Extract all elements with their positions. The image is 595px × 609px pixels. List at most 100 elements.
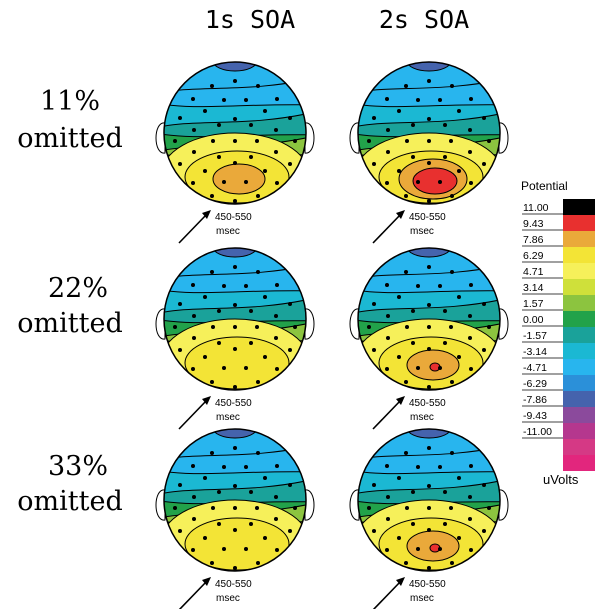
electrode [372,483,376,487]
electrode [468,150,472,154]
electrode [397,536,401,540]
row-label-22: 22% omitted [17,273,122,339]
arrow-shaft [372,399,402,430]
head-outline [163,428,307,572]
electrode [244,547,248,551]
electrode [256,84,260,88]
negative-cap [212,62,258,72]
electrode [416,465,420,469]
electrode [233,139,237,143]
electrode [457,109,461,113]
negative-cap [406,429,452,439]
electrode [469,97,473,101]
electrode [372,116,376,120]
electrode [385,464,389,468]
row-label-omitted: omitted [17,308,122,339]
electrode [427,265,431,269]
electrode [385,548,389,552]
electrode [249,155,253,159]
electrode [469,464,473,468]
electrode [233,506,237,510]
electrode [367,325,371,329]
arrow-shaft [178,399,208,430]
electrode [457,295,461,299]
legend-tick-label: -9.43 [523,410,547,422]
electrode [233,484,237,488]
electrode [449,506,453,510]
electrode [386,128,390,132]
electrode [482,348,486,352]
electrode [427,385,431,389]
electrode [274,314,278,318]
electrode [385,283,389,287]
right-ear [498,122,509,154]
electrode [233,79,237,83]
electrode [469,283,473,287]
positive-contour [184,336,290,390]
electrode [191,548,195,552]
electrode [263,476,267,480]
electrode [468,128,472,132]
electrode [427,506,431,510]
electrode [191,367,195,371]
electrode [263,109,267,113]
electrode [404,380,408,384]
electrode [210,84,214,88]
electrode [192,128,196,132]
legend-tick-label: 9.43 [523,218,544,230]
legend-swatch [563,247,595,263]
electrode [210,380,214,384]
legend-swatch [563,199,595,215]
electrode [397,355,401,359]
legend-swatch [563,455,595,471]
legend-swatch [563,311,595,327]
electrode [178,529,182,533]
head-map: 450-550 msec [349,61,509,244]
head-outline [163,61,307,205]
latency-range: 450-550 [215,579,252,590]
electrode [427,79,431,83]
legend-tick-label: 11.00 [523,202,549,214]
electrode [386,517,390,521]
electrode [450,561,454,565]
latency-range: 450-550 [215,398,252,409]
electrode [469,367,473,371]
electrode [438,547,442,551]
electrode [416,180,420,184]
electrode [256,451,260,455]
electrode [263,295,267,299]
electrode [293,139,297,143]
potential-field [164,248,306,390]
electrode [233,161,237,165]
legend-swatch [563,439,595,455]
electrode [203,169,207,173]
electrode [256,380,260,384]
row-label-percent: 33% [48,451,108,482]
electrode [457,355,461,359]
left-ear [155,122,166,154]
electrode [404,84,408,88]
legend-tick-label: -6.29 [523,378,547,390]
legend-swatch [563,279,595,295]
electrode [443,123,447,127]
electrode [217,490,221,494]
legend-unit: uVolts [543,472,579,487]
legend-swatch [563,295,595,311]
legend-swatch [563,231,595,247]
electrode [275,283,279,287]
legend-swatch [563,359,595,375]
electrode [450,194,454,198]
electrode [427,161,431,165]
electrode [482,302,486,306]
electrode [487,325,491,329]
electrode [275,464,279,468]
legend-tick-label: 3.14 [523,282,544,294]
electrode [192,314,196,318]
legend-ticks: 11.00 9.43 7.86 6.29 4.71 3.14 1.57 0.00 -1.57 -3… [522,202,563,439]
electrode [178,162,182,166]
electrode [482,483,486,487]
electrode [427,484,431,488]
legend-tick-label: -1.57 [523,330,547,342]
electrode [217,309,221,313]
right-ear [304,308,315,340]
